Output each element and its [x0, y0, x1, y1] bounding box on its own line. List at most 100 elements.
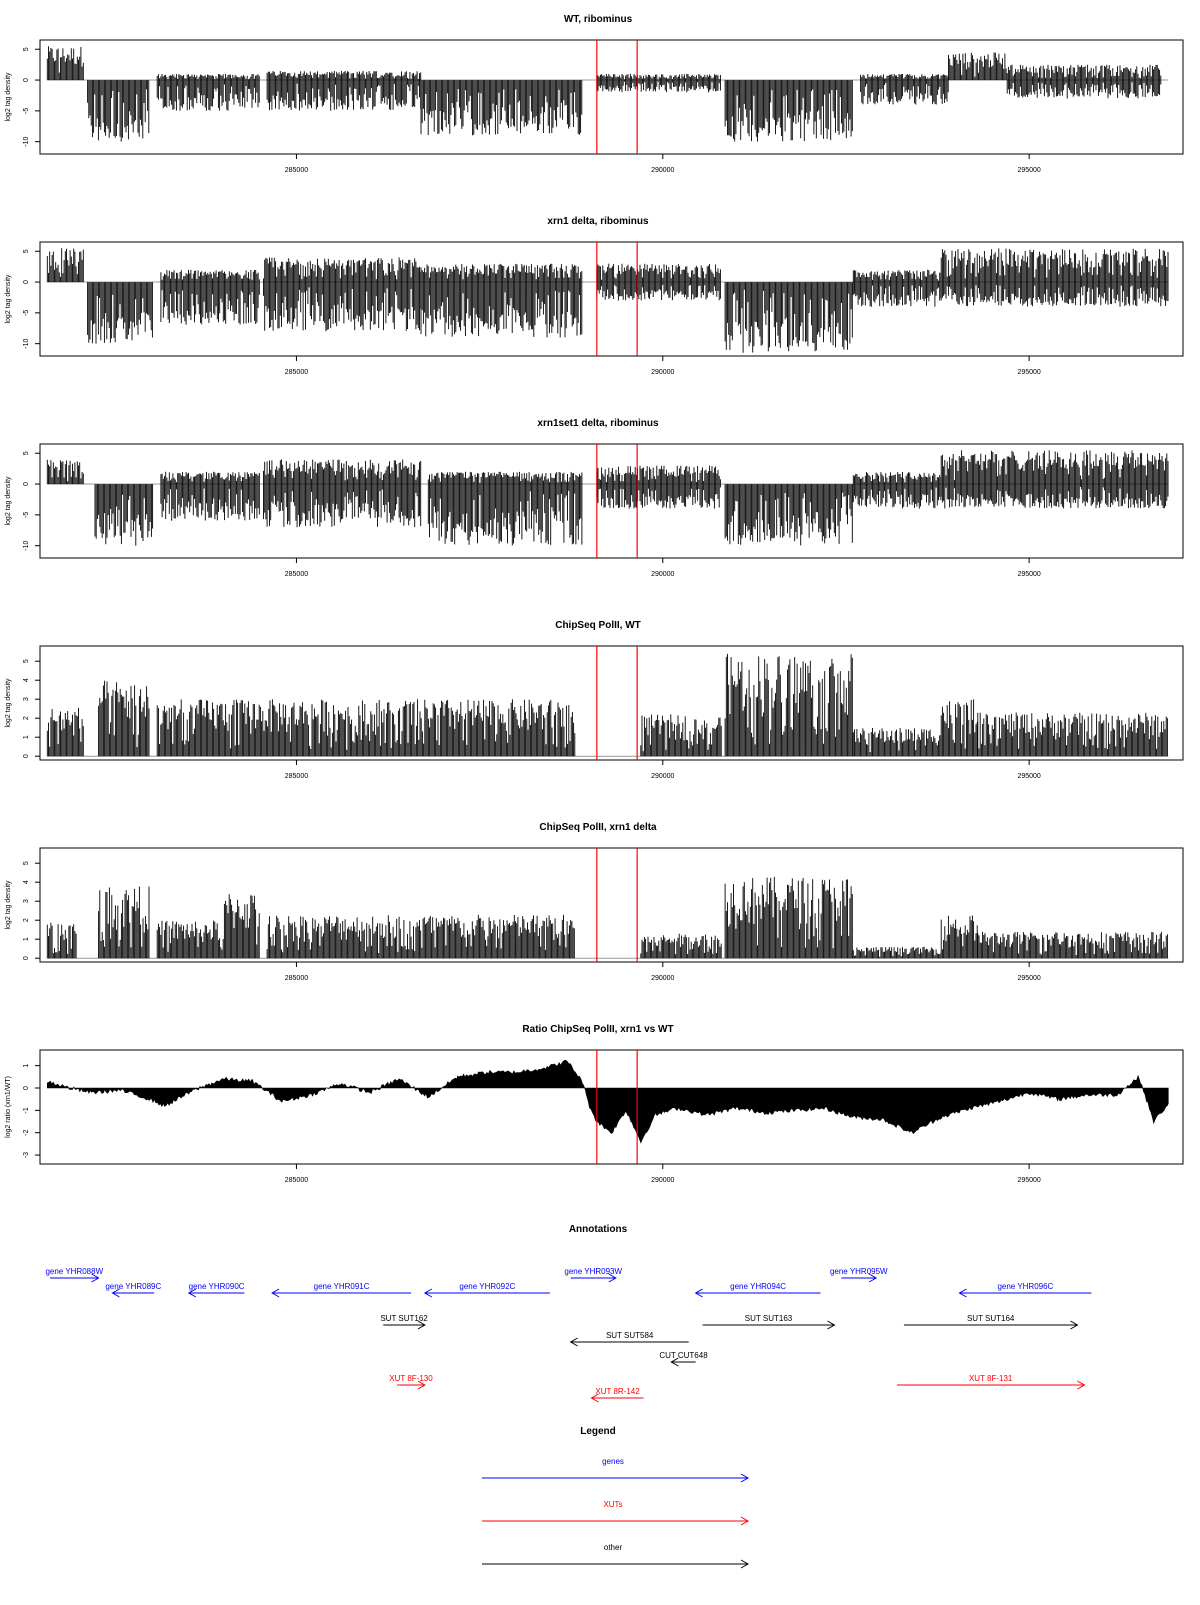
feature-label: XUT 8F-131 — [969, 1374, 1013, 1383]
annotation-feature: SUT SUT584 — [569, 1331, 689, 1347]
ratio-area — [47, 1059, 1169, 1144]
x-tick-label: 285000 — [285, 369, 308, 376]
plot-frame — [39, 241, 1184, 357]
legend-title: Legend — [580, 1426, 616, 1437]
panel-3: xrn1set1 delta, ribominus log2 tag densit… — [5, 418, 1184, 578]
annotation-feature: XUT 8F-131 — [896, 1374, 1086, 1390]
annotation-feature: SUT SUT162 — [380, 1314, 428, 1330]
y-tick-label: 5 — [23, 451, 30, 455]
y-tick-label: 0 — [23, 956, 30, 960]
plot-frame — [39, 39, 1184, 155]
feature-arrowhead — [670, 1357, 679, 1367]
annotation-feature: gene YHR093W — [564, 1267, 623, 1283]
data-bars — [46, 248, 1169, 353]
y-tick-label: -3 — [23, 1152, 30, 1158]
y-tick-label: 5 — [23, 659, 30, 663]
track-panels: WT, ribominus log2 tag density 5 0 -5 -10 2850… — [5, 14, 1184, 1184]
y-tick-label: -10 — [23, 137, 30, 147]
feature-label: gene YHR093W — [564, 1267, 622, 1276]
legend-panel: Legend genes XUTs other — [482, 1426, 750, 1569]
legend-label: other — [604, 1543, 623, 1552]
x-tick-label: 285000 — [285, 773, 308, 780]
y-axis-label: log2 tag density — [5, 678, 12, 728]
feature-label: XUT 8F-130 — [389, 1374, 433, 1383]
feature-arrowhead — [694, 1288, 703, 1298]
y-tick-label: 0 — [23, 754, 30, 758]
panel-title: xrn1set1 delta, ribominus — [537, 418, 659, 429]
data-bars — [46, 876, 1168, 959]
feature-arrowhead — [1070, 1320, 1079, 1330]
panel-6: Ratio ChipSeq PolII, xrn1 vs WT log2 rati… — [5, 1024, 1184, 1184]
annotation-feature: gene YHR091C — [271, 1282, 411, 1298]
y-tick-label: 2 — [23, 716, 30, 720]
x-tick-label: 290000 — [651, 975, 674, 982]
y-tick-label: 1 — [23, 1064, 30, 1068]
x-tick-label: 290000 — [651, 773, 674, 780]
legend-item: other — [482, 1543, 750, 1569]
y-axis-label: log2 tag density — [5, 476, 12, 526]
annotation-feature: SUT SUT164 — [903, 1314, 1079, 1330]
y-tick-label: 1 — [23, 735, 30, 739]
feature-arrowhead — [423, 1288, 433, 1298]
panel-title: WT, ribominus — [564, 14, 633, 25]
plot-frame — [39, 1049, 1184, 1165]
feature-arrowhead — [868, 1273, 878, 1283]
annotation-feature: CUT CUT648 — [659, 1351, 708, 1367]
y-tick-label: 2 — [23, 918, 30, 922]
x-tick-label: 285000 — [285, 1177, 308, 1184]
annotation-feature: gene YHR088W — [45, 1267, 104, 1283]
y-tick-label: 3 — [23, 899, 30, 903]
x-tick-label: 290000 — [651, 1177, 674, 1184]
y-tick-label: -5 — [23, 310, 30, 316]
x-tick-label: 290000 — [651, 369, 674, 376]
feature-arrowhead — [417, 1320, 426, 1330]
x-tick-label: 295000 — [1017, 369, 1040, 376]
feature-arrowhead — [417, 1380, 426, 1390]
x-tick-label: 285000 — [285, 571, 308, 578]
annotation-feature: gene YHR090C — [187, 1282, 245, 1298]
feature-label: XUT 8R-142 — [595, 1387, 640, 1396]
x-tick-label: 285000 — [285, 167, 308, 174]
y-tick-label: 4 — [23, 880, 30, 884]
annotation-feature: gene YHR092C — [423, 1282, 550, 1298]
panel-title: ChipSeq PolII, WT — [555, 620, 641, 631]
panel-1: WT, ribominus log2 tag density 5 0 -5 -10 2850… — [5, 14, 1184, 174]
feature-label: gene YHR090C — [189, 1282, 245, 1291]
legend-items: genes XUTs other — [482, 1457, 750, 1569]
x-tick-label: 290000 — [651, 167, 674, 174]
y-tick-label: -10 — [23, 339, 30, 349]
annotation-feature: XUT 8R-142 — [590, 1387, 644, 1403]
panel-4: ChipSeq PolII, WT log2 tag density 0 1 2 3 4 5 2… — [5, 620, 1184, 780]
feature-label: CUT CUT648 — [659, 1351, 708, 1360]
annotations-title: Annotations — [569, 1224, 628, 1235]
plot-frame — [39, 847, 1184, 963]
panel-title: xrn1 delta, ribominus — [547, 216, 649, 227]
x-tick-label: 295000 — [1017, 1177, 1040, 1184]
legend-item: XUTs — [482, 1500, 750, 1526]
panel-2: xrn1 delta, ribominus log2 tag density 5 0 -… — [5, 216, 1184, 376]
feature-label: gene YHR092C — [459, 1282, 515, 1291]
feature-label: gene YHR095W — [830, 1267, 888, 1276]
legend-arrowhead — [740, 1473, 750, 1483]
legend-item: genes — [482, 1457, 750, 1483]
y-axis-label: log2 ratio (xrn1/WT) — [5, 1076, 12, 1138]
x-tick-label: 295000 — [1017, 571, 1040, 578]
feature-arrowhead — [271, 1288, 280, 1298]
x-tick-label: 295000 — [1017, 773, 1040, 780]
legend-arrowhead — [740, 1516, 750, 1526]
y-tick-label: 0 — [23, 482, 30, 486]
feature-label: gene YHR091C — [314, 1282, 370, 1291]
y-tick-label: 0 — [23, 1086, 30, 1090]
plot-frame — [39, 443, 1184, 559]
data-bars — [46, 46, 1162, 142]
feature-arrowhead — [590, 1393, 599, 1403]
y-tick-label: 5 — [23, 249, 30, 253]
feature-label: SUT SUT162 — [380, 1314, 428, 1323]
y-tick-label: -10 — [23, 541, 30, 551]
panel-title: ChipSeq PolII, xrn1 delta — [539, 822, 657, 833]
y-tick-label: 0 — [23, 280, 30, 284]
feature-arrowhead — [1077, 1380, 1086, 1390]
